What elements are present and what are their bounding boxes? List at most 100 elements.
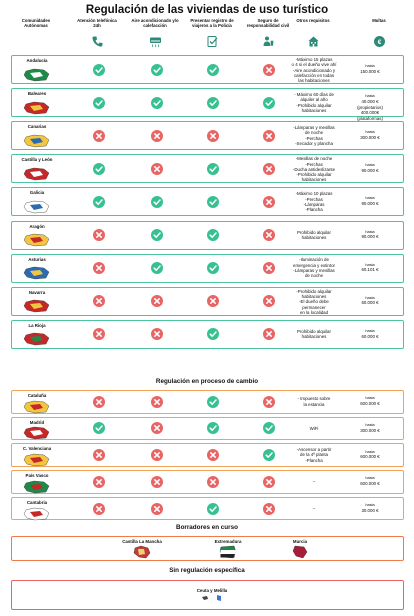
header-insurance-label: Seguro de responsabilidad civil: [246, 18, 290, 28]
extremadura-map-icon: [219, 545, 237, 559]
fine-value: 150.000 €: [360, 68, 380, 74]
fine-value: 90.000 €: [361, 234, 379, 240]
cross-icon: [93, 502, 105, 515]
check-icon: [207, 63, 219, 76]
cross-icon: [263, 129, 275, 142]
draft-region-label: Castilla La Mancha: [122, 539, 162, 544]
drafts-card: Castilla La Mancha Extremadura Murcia: [11, 536, 404, 561]
fine-prefix: hasta: [365, 262, 375, 267]
fine-prefix: hasta: [365, 130, 375, 135]
cross-icon: [151, 295, 163, 308]
requirement-line: –: [312, 479, 316, 485]
fine-value: 90.000 €: [361, 201, 379, 207]
draft-region: Castilla La Mancha: [112, 539, 172, 559]
fine-amount: hasta 60.000 €: [348, 329, 392, 339]
fine-value: 60.000 €: [361, 333, 379, 339]
requirement-line: la estancia: [303, 401, 325, 407]
fine-value: 60.101 €: [361, 267, 379, 273]
no-regulation-region: Ceuta y Melilla: [182, 588, 242, 602]
fine-amount: hasta 90.000 €: [348, 230, 392, 240]
fine-prefix: hasta: [365, 64, 375, 68]
header-region-label: Comunidades Autónomas: [21, 18, 51, 28]
phone-icon: [91, 36, 102, 47]
other-requirements: -Máximo 15 plazas o 4 si el dueño vive ah…: [283, 57, 345, 83]
other-requirements: -Mesillas de noche -Perchas -Ducha antides…: [283, 156, 345, 182]
draft-region: Extremadura: [198, 539, 258, 559]
requirement-line: habitaciones: [301, 234, 327, 240]
fine-prefix: hasta: [365, 196, 375, 201]
check-icon: [93, 63, 105, 76]
region-row-baleares: Baleares - Máximo 60 días de alquiler al a…: [11, 88, 404, 121]
region-row-navarra: Navarra -Prohibido alquilar habitaciones -E…: [11, 286, 404, 316]
fine-value: 600.000 €: [360, 454, 380, 460]
fine-value: 300.000 €: [360, 427, 380, 433]
cross-icon: [151, 328, 163, 341]
madrid-map-icon: [23, 427, 50, 440]
fine-prefix: hasta: [365, 163, 375, 168]
pais-vasco-map-icon: [23, 480, 50, 494]
requirement-line: -Máximo 10 plazas: [295, 191, 333, 197]
fine-amount: hasta 150.000 €: [348, 64, 392, 74]
check-icon: [93, 422, 105, 435]
euro-icon: €: [373, 36, 385, 47]
region-name: Asturias: [28, 256, 46, 262]
region-name: Castilla y León: [21, 157, 53, 163]
cross-icon: [207, 449, 219, 462]
header-fine: Multas €: [359, 18, 399, 52]
baleares-map-icon: [23, 101, 50, 114]
no-regulation-label: Ceuta y Melilla: [196, 588, 228, 593]
canarias-map-icon: [23, 134, 50, 147]
requirement-line: -Mesillas de noche: [295, 156, 333, 162]
check-icon: [151, 96, 163, 109]
header-phone: Atención telefónica 24h: [74, 18, 120, 52]
cross-icon: [263, 195, 275, 208]
fine-prefix: hasta: [365, 328, 375, 333]
requirement-line: -Iluminación de: [299, 257, 329, 263]
other-requirements: Prohibido alquilar habitaciones: [283, 329, 345, 340]
fine-amount: hasta 90.000 €: [348, 163, 392, 173]
fine-value: 90.000 €: [361, 168, 379, 174]
region-name: Andalucía: [26, 58, 48, 63]
cross-icon: [93, 229, 105, 241]
requirement-line: en la localidad: [299, 309, 329, 315]
other-requirements: - Impuesto sobre la estancia: [283, 396, 345, 407]
draft-region-label: Murcia: [292, 539, 308, 544]
fine-value: 40.000 € (propietarios): [357, 99, 383, 110]
check-icon: [151, 195, 163, 208]
header-air: Aire acondicionado y/o calefacción: [130, 18, 180, 52]
other-requirements: -Ascensor a partir de la 4ª planta -Planch…: [283, 447, 345, 463]
check-icon: [263, 96, 275, 109]
fine-value: 60.000 €: [361, 300, 379, 306]
section-change-title: Regulación en proceso de cambio: [155, 378, 259, 385]
check-icon: [93, 195, 105, 208]
fine-prefix: hasta: [365, 503, 375, 508]
requirement-line: -Perchas: [305, 196, 323, 202]
fine-prefix: hasta: [365, 476, 375, 481]
requirement-line: -Plancha: [305, 207, 323, 213]
check-icon: [263, 449, 275, 462]
region-name: Navarra: [28, 289, 46, 295]
other-requirements: - Máximo 60 días de alquiler al año -Prohi…: [283, 92, 345, 113]
cataluna-map-icon: [23, 400, 50, 413]
check-icon: [207, 502, 219, 515]
register-check-icon: [207, 36, 217, 47]
other-requirements: -Máximo 10 plazas -Perchas -Lámparas -Planc…: [283, 191, 345, 212]
castilla-la-mancha-map-icon: [133, 545, 151, 559]
aragon-map-icon: [23, 233, 50, 247]
cross-icon: [207, 295, 219, 308]
fine-prefix: hasta: [365, 422, 375, 427]
fine-amount: hasta 300.000 €: [348, 130, 392, 140]
cross-icon: [151, 395, 163, 408]
cross-icon: [93, 395, 105, 408]
check-icon: [207, 422, 219, 435]
la-rioja-map-icon: [23, 333, 50, 346]
requirement-line: -Ducha antideslizante: [292, 166, 336, 172]
fine-amount: hasta 30.000 €: [348, 503, 392, 513]
requirement-line: habitaciones: [301, 107, 327, 113]
region-name: Aragón: [29, 223, 45, 229]
fine-amount: hasta 300.000 €: [348, 423, 392, 433]
header-other-label: Otros requisitos: [296, 18, 330, 23]
cross-icon: [93, 295, 105, 308]
requirement-line: -Lámparas y mesillas: [293, 268, 335, 274]
cross-icon: [151, 162, 163, 175]
